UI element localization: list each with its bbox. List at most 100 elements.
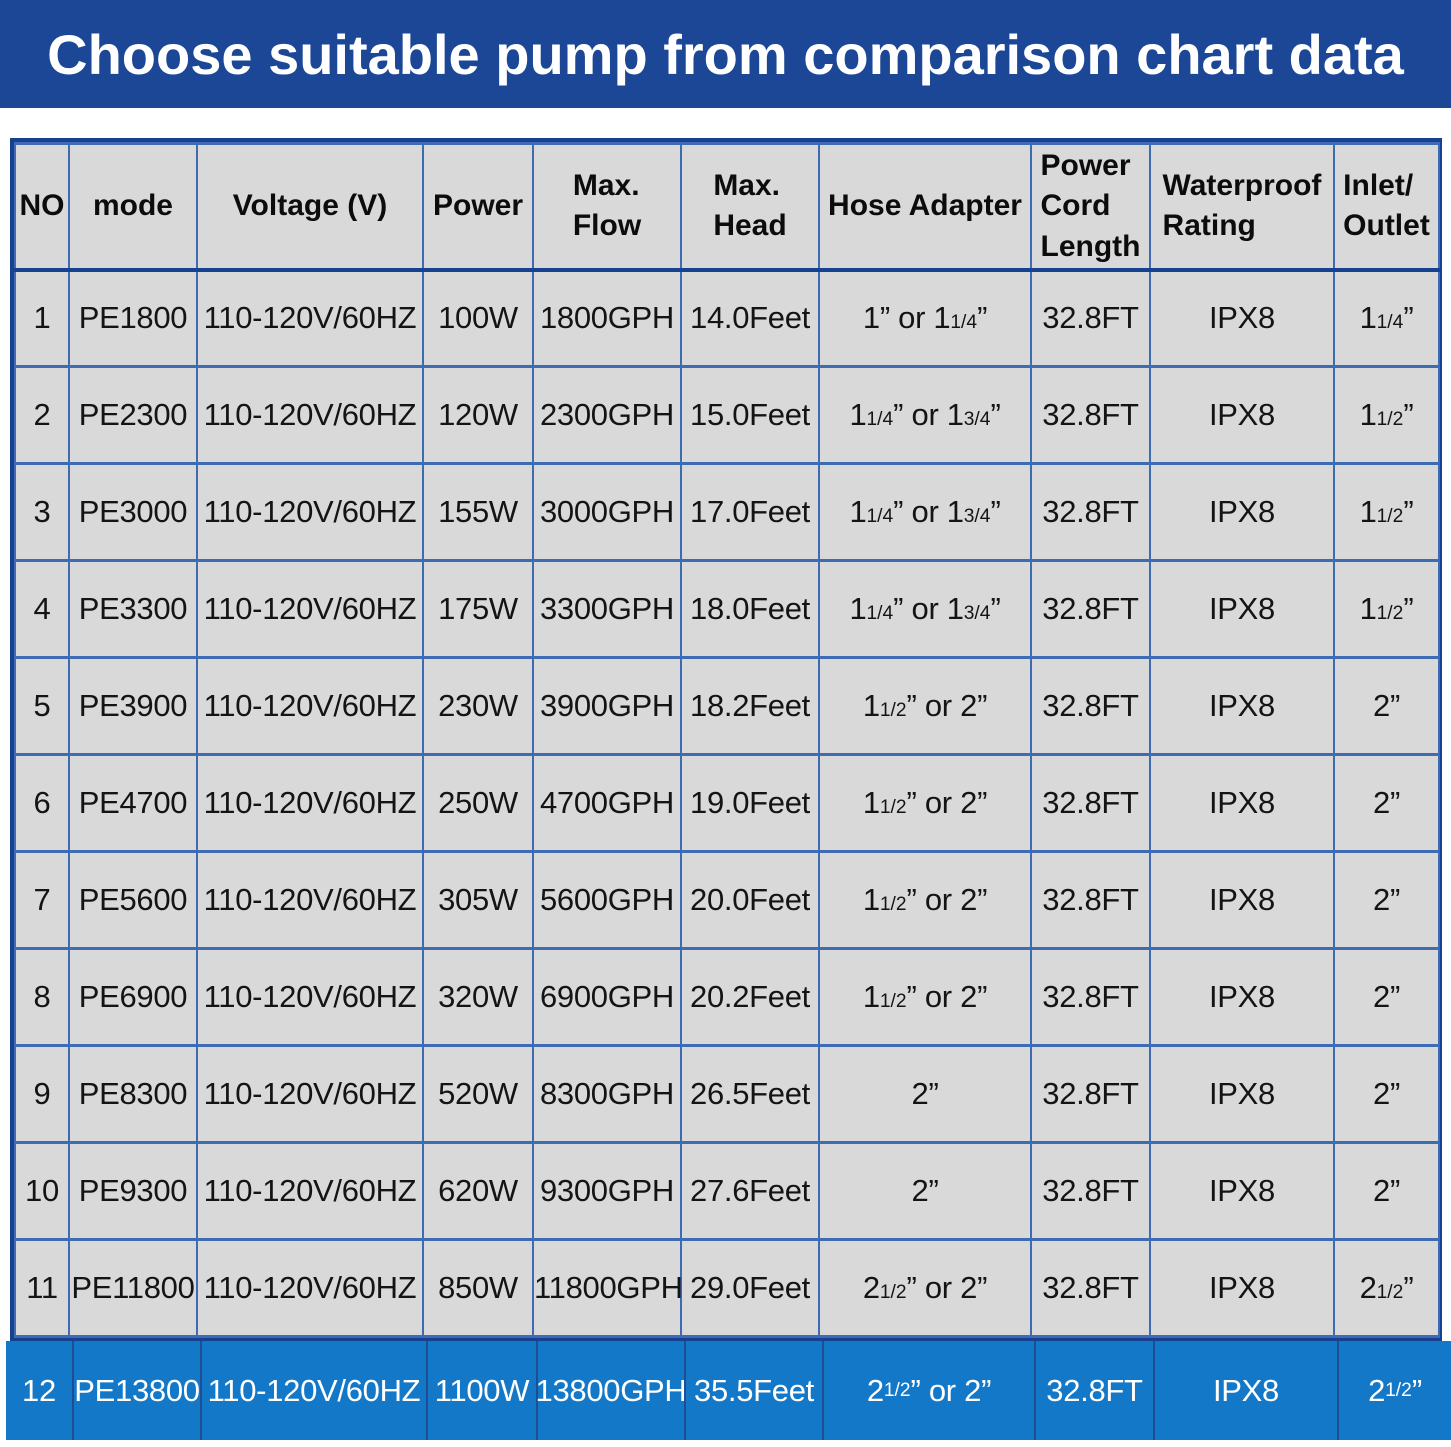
fraction: 1/2 xyxy=(879,700,907,721)
cell-power: 100W xyxy=(422,268,534,368)
cell-power-cord-length: 32.8FT xyxy=(1030,1141,1151,1241)
column-header-power: Power xyxy=(422,142,534,272)
fraction: 1/2 xyxy=(1376,506,1404,527)
cell-max-flow: 2300GPH xyxy=(532,365,682,465)
fraction: 1/2 xyxy=(879,991,907,1012)
cell-waterproof-rating: IPX8 xyxy=(1149,462,1335,562)
column-header-label: Max. Flow xyxy=(572,168,642,243)
column-header-label: Waterproof Rating xyxy=(1162,168,1322,243)
cell-no: 2 xyxy=(14,365,70,465)
cell-waterproof-rating: IPX8 xyxy=(1149,753,1335,853)
cell-inlet-outlet: 2” xyxy=(1333,1044,1440,1144)
cell-inlet-outlet: 2” xyxy=(1333,850,1440,950)
cell-mode: PE5600 xyxy=(68,850,198,950)
fraction: 3/4 xyxy=(963,409,991,430)
cell-inlet-outlet: 11/2” xyxy=(1333,462,1440,562)
cell-hose-adapter: 2” xyxy=(818,1141,1032,1241)
cell-max-head: 18.0Feet xyxy=(680,559,820,659)
column-header-label: mode xyxy=(92,189,173,222)
cell-max-flow: 4700GPH xyxy=(532,753,682,853)
cell-power: 155W xyxy=(422,462,534,562)
cell-mode: PE2300 xyxy=(68,365,198,465)
cell-power-cord-length: 32.8FT xyxy=(1030,850,1151,950)
cell-waterproof-rating: IPX8 xyxy=(1149,1141,1335,1241)
column-header-label: Hose Adapter xyxy=(828,189,1022,222)
fraction: 1/2 xyxy=(1385,1379,1412,1401)
cell-max-flow: 6900GPH xyxy=(532,947,682,1047)
fraction: 1/4 xyxy=(1376,312,1404,334)
cell-no: 10 xyxy=(14,1141,70,1241)
cell-power: 305W xyxy=(422,850,534,950)
cell-hose-adapter: 21/2” or 2” xyxy=(818,1238,1032,1338)
cell-no: 9 xyxy=(14,1044,70,1144)
column-header-label: Power xyxy=(432,189,524,222)
column-header-label: Power Cord Length xyxy=(1040,148,1141,263)
cell-mode: PE13800 xyxy=(72,1341,200,1440)
cell-no: 12 xyxy=(22,1372,56,1408)
column-header-inlet-outlet: Inlet/ Outlet xyxy=(1333,142,1440,272)
cell-inlet-outlet: 11/2” xyxy=(1333,365,1440,465)
fraction: 3/4 xyxy=(963,603,991,624)
fraction: 1/2 xyxy=(1376,409,1404,430)
column-header-max-flow: Max. Flow xyxy=(532,142,682,272)
cell-max-flow: 8300GPH xyxy=(532,1044,682,1144)
cell-mode: PE11800 xyxy=(68,1238,198,1338)
cell-no: 7 xyxy=(14,850,70,950)
fraction: 3/4 xyxy=(963,506,991,527)
fraction: 1/4 xyxy=(866,409,894,430)
cell-voltage: 110-120V/60HZ xyxy=(196,1141,424,1241)
column-header-voltage: Voltage (V) xyxy=(196,142,424,272)
cell-voltage: 110-120V/60HZ xyxy=(196,753,424,853)
cell-hose-adapter: 11/4” or 13/4” xyxy=(818,559,1032,659)
cell-waterproof-rating: IPX8 xyxy=(1149,850,1335,950)
cell-max-head: 14.0Feet xyxy=(680,268,820,368)
cell-power: 520W xyxy=(422,1044,534,1144)
cell-power: 230W xyxy=(422,656,534,756)
cell-inlet-outlet: 2” xyxy=(1333,947,1440,1047)
cell-waterproof-rating: IPX8 xyxy=(1149,1044,1335,1144)
column-header-label: NO xyxy=(19,189,65,222)
fraction: 1/2 xyxy=(1376,603,1404,624)
cell-hose-adapter: 11/4” or 13/4” xyxy=(818,462,1032,562)
cell-inlet-outlet: 21/2” xyxy=(1333,1238,1440,1338)
cell-no: 6 xyxy=(14,753,70,853)
cell-no: 11 xyxy=(14,1238,70,1338)
spacer xyxy=(0,108,1451,138)
comparison-table: NO mode Voltage (V) Power Max. Flow Max. Head… xyxy=(14,142,1440,1338)
cell-max-head: 26.5Feet xyxy=(680,1044,820,1144)
cell-hose-adapter: 11/4” or 13/4” xyxy=(818,365,1032,465)
cell-voltage: 110-120V/60HZ xyxy=(196,947,424,1047)
cell-hose-adapter: 11/2” or 2” xyxy=(818,947,1032,1047)
cell-voltage: 110-120V/60HZ xyxy=(200,1341,426,1440)
column-header-hose-adapter: Hose Adapter xyxy=(818,142,1032,272)
column-header-mode: mode xyxy=(68,142,198,272)
comparison-table-wrapper: NO mode Voltage (V) Power Max. Flow Max. Head… xyxy=(10,138,1442,1341)
cell-waterproof-rating: IPX8 xyxy=(1149,947,1335,1047)
cell-inlet-outlet: 2” xyxy=(1333,753,1440,853)
cell-no: 5 xyxy=(14,656,70,756)
cell-voltage: 110-120V/60HZ xyxy=(196,559,424,659)
column-header-max-head: Max. Head xyxy=(680,142,820,272)
page-title: Choose suitable pump from comparison cha… xyxy=(47,22,1404,86)
table-row: 8 PE6900 110-120V/60HZ 320W 6900GPH 20.2Feet 1… xyxy=(14,947,1440,1047)
cell-max-head: 35.5Feet xyxy=(684,1341,822,1440)
cell-no: 4 xyxy=(14,559,70,659)
cell-max-head: 20.2Feet xyxy=(680,947,820,1047)
header-row: NO mode Voltage (V) Power Max. Flow Max. Head… xyxy=(14,142,1440,272)
cell-no: 1 xyxy=(14,268,70,368)
cell-waterproof-rating: IPX8 xyxy=(1149,656,1335,756)
cell-power-cord-length: 32.8FT xyxy=(1030,462,1151,562)
cell-mode: PE6900 xyxy=(68,947,198,1047)
fraction: 1/2 xyxy=(879,1282,907,1303)
cell-max-head: 15.0Feet xyxy=(680,365,820,465)
cell-power-cord-length: 32.8FT xyxy=(1030,1044,1151,1144)
fraction: 1/2 xyxy=(879,797,907,818)
cell-power-cord-length: 32.8FT xyxy=(1030,559,1151,659)
cell-power-cord-length: 32.8FT xyxy=(1034,1341,1153,1440)
highlighted-row: 12 PE13800 110-120V/60HZ 1100W 13800GPH 35.5F… xyxy=(6,1341,1451,1440)
cell-max-head: 19.0Feet xyxy=(680,753,820,853)
cell-voltage: 110-120V/60HZ xyxy=(196,1044,424,1144)
table-row: 7 PE5600 110-120V/60HZ 305W 5600GPH 20.0Feet 1… xyxy=(14,850,1440,950)
bottom-strip xyxy=(0,1440,1451,1447)
